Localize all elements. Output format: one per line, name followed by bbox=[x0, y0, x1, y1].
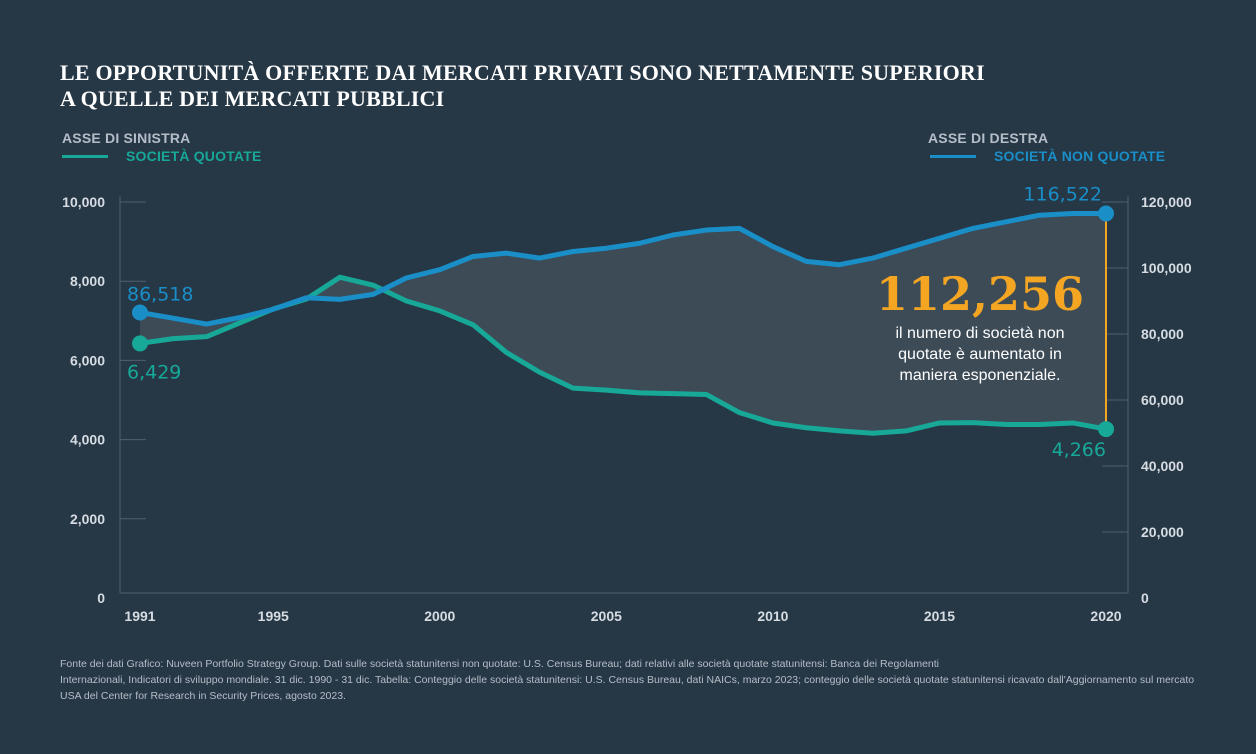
legend-swatch-private bbox=[930, 154, 976, 158]
annotation-text-line: maniera esponenziale. bbox=[900, 367, 1061, 384]
x-axis-tick-label: 2015 bbox=[924, 608, 955, 624]
legend-item-listed: SOCIETÀ QUOTATE bbox=[62, 148, 261, 164]
x-axis-tick-label: 1995 bbox=[258, 608, 289, 624]
chart-title: LE OPPORTUNITÀ OFFERTE DAI MERCATI PRIVA… bbox=[60, 60, 1180, 112]
marker-listed-end bbox=[1098, 421, 1114, 438]
line-chart: 0 2,000 4,000 6,000 8,000 10,000 0 20,000 40,000… bbox=[62, 183, 1192, 624]
label-listed-end: 4,266 bbox=[1052, 439, 1106, 461]
marker-listed-start bbox=[132, 335, 148, 352]
left-axis-legend-heading: ASSE DI SINISTRA bbox=[62, 130, 191, 146]
left-axis-tick-label: 0 bbox=[97, 590, 105, 606]
legend-label-listed: SOCIETÀ QUOTATE bbox=[126, 148, 262, 164]
legend-item-private: SOCIETÀ NON QUOTATE bbox=[930, 148, 1165, 164]
x-axis-tick-label: 2000 bbox=[424, 608, 455, 624]
legend-swatch-listed bbox=[62, 154, 108, 158]
right-axis-tick-label: 120,000 bbox=[1141, 194, 1192, 210]
marker-private-start bbox=[132, 304, 148, 321]
source-footnote: Fonte dei dati Grafico: Nuveen Portfolio… bbox=[60, 656, 1200, 704]
footnote-line-1: Fonte dei dati Grafico: Nuveen Portfolio… bbox=[60, 658, 939, 670]
x-axis-tick-label: 2010 bbox=[757, 608, 788, 624]
chart-title-line-2: A QUELLE DEI MERCATI PUBBLICI bbox=[60, 86, 445, 111]
annotation-text-line: il numero di società non bbox=[896, 325, 1065, 342]
right-axis-legend-heading: ASSE DI DESTRA bbox=[928, 130, 1049, 146]
left-axis-tick-label: 10,000 bbox=[62, 194, 105, 210]
right-axis-tick-label: 60,000 bbox=[1141, 392, 1184, 408]
x-axis-tick-label: 1991 bbox=[124, 608, 155, 624]
left-axis-tick-label: 2,000 bbox=[70, 511, 105, 527]
left-axis-tick-label: 6,000 bbox=[70, 352, 105, 368]
legend-label-private: SOCIETÀ NON QUOTATE bbox=[994, 148, 1166, 164]
right-axis-tick-label: 0 bbox=[1141, 590, 1149, 606]
label-listed-start: 6,429 bbox=[127, 361, 181, 383]
footnote-line-2: Internazionali, Indicatori di sviluppo m… bbox=[60, 674, 1195, 686]
x-axis-tick-label: 2005 bbox=[591, 608, 622, 624]
marker-private-end bbox=[1098, 205, 1114, 222]
left-axis-tick-label: 4,000 bbox=[70, 432, 105, 448]
label-private-start: 86,518 bbox=[127, 283, 193, 305]
label-private-end: 116,522 bbox=[1023, 183, 1102, 205]
right-axis-tick-label: 100,000 bbox=[1141, 260, 1192, 276]
right-axis-tick-label: 20,000 bbox=[1141, 524, 1184, 540]
series-line-private bbox=[137, 210, 1109, 327]
x-axis-tick-label: 2020 bbox=[1090, 608, 1121, 624]
right-axis-tick-label: 40,000 bbox=[1141, 458, 1184, 474]
left-axis-tick-label: 8,000 bbox=[70, 273, 105, 289]
chart-title-line-1: LE OPPORTUNITÀ OFFERTE DAI MERCATI PRIVA… bbox=[60, 60, 985, 85]
annotation-value: 112,256 bbox=[876, 267, 1084, 321]
footnote-line-3: USA del Center for Research in Security … bbox=[60, 690, 346, 702]
annotation-text-line: quotate è aumentato in bbox=[898, 346, 1062, 363]
right-axis-tick-label: 80,000 bbox=[1141, 326, 1184, 342]
gap-area-fill bbox=[140, 213, 1106, 434]
